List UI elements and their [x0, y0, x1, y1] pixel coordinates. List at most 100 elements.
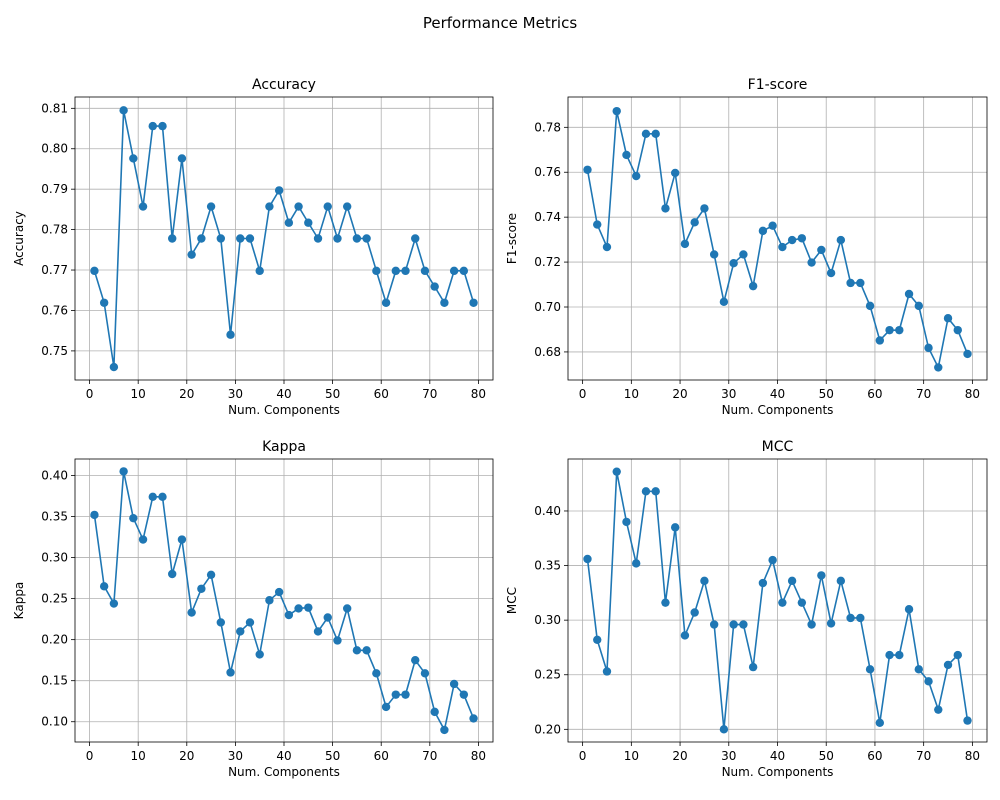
kappa-data-point — [187, 608, 196, 617]
kappa-data-point — [129, 513, 138, 523]
kappa-subplot: 0 10 20 30 40 50 60 70 80 0.10 0.15 0.20 0.25 0.30 0.3… — [12, 439, 494, 779]
f1-score-data-point — [602, 242, 612, 252]
f1-score-data-point — [865, 301, 875, 311]
kappa-data-point — [148, 492, 157, 502]
accuracy-data-point — [158, 121, 167, 131]
x-tick-label: 20 — [672, 387, 687, 401]
f1-score-data-point — [593, 220, 602, 229]
x-tick-label: 70 — [916, 749, 931, 763]
accuracy-data-point — [372, 266, 381, 276]
kappa-data-point — [90, 510, 99, 520]
mcc-data-point — [748, 662, 758, 672]
f1-score-data-point — [963, 349, 972, 359]
f1-score-data-point — [661, 204, 670, 213]
x-tick-label: 30 — [228, 387, 243, 401]
f1-score-data-point — [904, 289, 914, 299]
mcc-data-point — [934, 705, 943, 714]
y-tick-label: 0.20 — [534, 722, 561, 736]
mcc-data-point — [817, 571, 826, 580]
accuracy-data-point — [304, 218, 313, 227]
mcc-data-point — [797, 598, 807, 607]
kappa-data-point — [342, 604, 352, 613]
x-tick-label: 80 — [965, 749, 980, 763]
x-axis-label: Num. Components — [228, 765, 340, 779]
x-tick-label: 60 — [374, 387, 389, 401]
x-tick-label: 40 — [770, 387, 785, 401]
kappa-data-point — [352, 646, 362, 655]
accuracy-data-point — [197, 234, 206, 243]
kappa-data-point — [197, 584, 206, 593]
x-tick-label: 0 — [86, 387, 94, 401]
x-tick-label: 30 — [721, 749, 736, 763]
kappa-title: Kappa — [262, 439, 306, 455]
kappa-data-point — [440, 725, 449, 735]
accuracy-data-point — [274, 186, 284, 195]
kappa-data-point — [265, 596, 274, 605]
kappa-data-point — [420, 669, 430, 678]
kappa-data-point — [459, 690, 469, 699]
accuracy-subplot: 0 10 20 30 40 50 60 70 80 0.75 0.76 0.77 0.78 0.79 0.8… — [12, 77, 494, 417]
kappa-data-point — [138, 535, 148, 544]
y-tick-label: 0.20 — [41, 633, 68, 647]
kappa-data-point — [177, 535, 187, 544]
x-tick-label: 50 — [819, 387, 834, 401]
x-tick-label: 70 — [422, 749, 437, 763]
mcc-title: MCC — [762, 439, 794, 455]
y-tick-label: 0.40 — [534, 504, 561, 518]
kappa-data-point — [168, 569, 177, 579]
x-tick-label: 0 — [579, 387, 587, 401]
mcc-data-point — [846, 613, 855, 623]
accuracy-data-point — [333, 234, 342, 243]
mcc-data-point — [787, 576, 797, 586]
x-tick-label: 30 — [721, 387, 736, 401]
y-tick-label: 0.30 — [41, 551, 68, 565]
x-tick-label: 10 — [131, 387, 146, 401]
f1-score-data-point — [719, 297, 729, 307]
mcc-data-point — [729, 620, 738, 629]
accuracy-data-point — [236, 234, 245, 243]
kappa-data-point — [411, 655, 420, 665]
mcc-data-point — [758, 578, 768, 588]
mcc-data-point — [885, 650, 894, 660]
x-tick-label: 50 — [325, 749, 340, 763]
kappa-data-point — [245, 618, 255, 627]
f1-score-data-point — [787, 235, 797, 245]
accuracy-data-point — [265, 202, 274, 211]
x-tick-label: 70 — [916, 387, 931, 401]
f1-score-data-point — [885, 325, 894, 335]
y-tick-label: 0.77 — [41, 263, 68, 277]
accuracy-data-point — [294, 202, 303, 211]
accuracy-data-point — [411, 234, 420, 243]
f1-score-data-point — [583, 165, 592, 174]
mcc-data-point — [856, 613, 865, 623]
f1-score-data-point — [709, 250, 719, 259]
kappa-data-point — [119, 467, 128, 476]
x-tick-label: 60 — [374, 749, 389, 763]
kappa-data-point — [255, 650, 264, 659]
f1-score-data-point — [953, 325, 962, 335]
x-tick-label: 50 — [325, 387, 340, 401]
kappa-data-point — [469, 714, 478, 723]
y-axis-label: Accuracy — [12, 211, 26, 266]
accuracy-series-line — [93, 110, 475, 368]
f1-score-data-point — [895, 325, 904, 335]
kappa-data-point — [391, 690, 400, 699]
y-tick-label: 0.74 — [534, 210, 561, 224]
accuracy-data-point — [187, 250, 196, 259]
mcc-data-point — [895, 650, 904, 660]
kappa-data-point — [216, 618, 226, 627]
accuracy-data-point — [342, 202, 352, 211]
mcc-subplot: 0 10 20 30 40 50 60 70 80 0.20 0.25 0.30 0.35 0.40 MCC… — [505, 439, 988, 779]
kappa-series-line — [93, 471, 475, 733]
kappa-data-point — [304, 603, 313, 612]
accuracy-data-point — [177, 154, 187, 163]
mcc-data-point — [680, 631, 690, 640]
f1-score-data-point — [612, 106, 621, 116]
x-tick-label: 40 — [276, 387, 291, 401]
accuracy-data-point — [245, 234, 255, 243]
y-tick-label: 0.15 — [41, 674, 68, 688]
kappa-data-point — [274, 587, 284, 597]
accuracy-data-point — [440, 298, 449, 307]
x-tick-label: 80 — [471, 749, 486, 763]
accuracy-data-point — [226, 330, 235, 339]
